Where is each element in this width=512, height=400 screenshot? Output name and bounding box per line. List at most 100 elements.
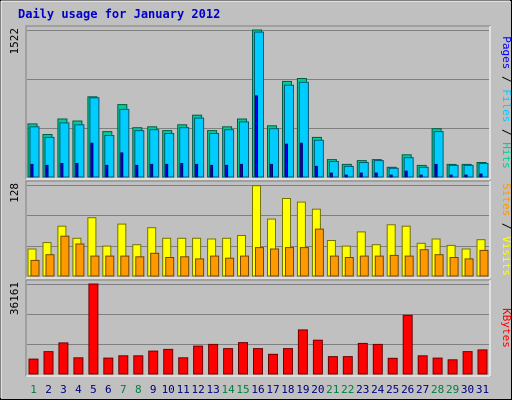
bar-visits-sites-day-22 (344, 257, 354, 277)
bar-hits-files-day-23 (358, 162, 369, 178)
bar-hits-files-day-20 (313, 139, 324, 178)
x-tick-label-day-29: 29 (446, 383, 459, 396)
bar-kbytes-kbytes-day-26 (402, 314, 413, 375)
bar-kbytes-kbytes-day-2 (43, 351, 54, 375)
bar-kbytes-kbytes-day-3 (58, 342, 69, 375)
bar-hits-files-day-27 (418, 166, 429, 178)
bar-visits-sites-day-20 (314, 228, 324, 277)
bar-kbytes-kbytes-day-10 (163, 348, 174, 375)
bar-kbytes-kbytes-day-21 (327, 356, 338, 375)
bar-kbytes-kbytes-day-17 (268, 353, 278, 375)
bar-hits-files-day-12 (194, 117, 205, 178)
bar-visits-sites-day-17 (270, 248, 279, 277)
x-tick-label-day-12: 12 (191, 383, 204, 396)
panel-hits-max-label: 1522 (8, 28, 21, 55)
bar-visits-sites-day-23 (359, 255, 369, 277)
bar-kbytes-kbytes-day-29 (447, 359, 458, 375)
bar-visits-sites-day-28 (434, 254, 444, 277)
bar-hits-pages-day-4 (75, 163, 79, 178)
bar-visits-sites-day-31 (479, 249, 489, 277)
x-tick-label-day-23: 23 (356, 383, 369, 396)
x-tick-label-day-3: 3 (60, 383, 67, 396)
legend-separator: / (500, 69, 512, 89)
bar-kbytes-kbytes-day-16 (253, 348, 263, 375)
bar-hits-files-day-5 (89, 97, 100, 178)
bar-visits-sites-day-14 (225, 257, 235, 277)
bar-hits-files-day-13 (209, 133, 220, 178)
bar-hits-files-day-28 (433, 131, 444, 178)
bar-hits-pages-day-23 (359, 172, 363, 178)
x-tick-label-day-5: 5 (90, 383, 97, 396)
panel-visits: 128 Sites / Visits (8, 180, 512, 279)
bar-kbytes-kbytes-day-20 (312, 339, 323, 375)
bar-kbytes-kbytes-day-4 (73, 357, 84, 375)
bar-hits-files-day-7 (119, 108, 130, 178)
bar-hits-pages-day-26 (404, 170, 408, 178)
bar-hits-pages-day-31 (479, 173, 483, 178)
bar-hits-files-day-2 (44, 136, 55, 178)
legend-visits: Visits (500, 236, 512, 276)
bar-hits-pages-day-6 (105, 164, 109, 178)
bar-hits-pages-day-16 (255, 95, 258, 178)
bar-hits-pages-day-17 (270, 163, 273, 178)
bar-visits-sites-day-26 (404, 255, 414, 277)
bar-kbytes-kbytes-day-24 (372, 343, 383, 375)
x-tick-label-day-17: 17 (266, 383, 279, 396)
x-tick-label-day-22: 22 (341, 383, 354, 396)
bar-hits-files-day-26 (403, 157, 414, 178)
bar-hits-pages-day-19 (299, 142, 303, 178)
legend-pages: Pages (500, 36, 512, 69)
bar-hits-files-day-9 (149, 129, 160, 178)
bar-hits-pages-day-27 (419, 174, 423, 178)
bar-visits-sites-day-30 (464, 258, 474, 277)
panel-kbytes: 36161 KBytes (8, 279, 512, 377)
bar-hits-files-day-1 (29, 126, 40, 178)
bar-visits-sites-day-2 (45, 254, 55, 277)
bar-kbytes-kbytes-day-12 (193, 345, 204, 375)
bar-hits-pages-day-11 (180, 163, 184, 178)
x-tick-label-day-18: 18 (281, 383, 294, 396)
panel-kbytes-legend: KBytes (500, 308, 512, 348)
bar-hits-files-day-19 (298, 81, 309, 178)
bar-visits-sites-day-13 (210, 255, 220, 277)
bar-visits-sites-day-12 (195, 258, 205, 277)
bar-visits-sites-day-4 (75, 243, 85, 277)
bar-hits-pages-day-8 (135, 164, 139, 178)
bar-visits-sites-day-25 (389, 254, 399, 277)
bar-visits-sites-day-18 (285, 247, 294, 277)
bar-kbytes-kbytes-day-9 (148, 350, 159, 375)
legend-separator: / (500, 122, 512, 142)
bar-hits-files-day-24 (373, 160, 384, 178)
x-tick-label-day-30: 30 (461, 383, 474, 396)
bar-hits-pages-day-20 (314, 165, 318, 178)
bar-kbytes-kbytes-day-25 (387, 357, 398, 375)
bar-hits-files-day-11 (179, 127, 190, 178)
bar-hits-pages-day-24 (374, 172, 378, 178)
legend-hits: Hits (500, 142, 512, 169)
chart-panels: 1522 Pages / Files / Hits 128 Sites / Visit… (8, 25, 512, 377)
bar-kbytes-kbytes-day-15 (238, 342, 248, 375)
bar-visits-sites-day-8 (135, 256, 145, 277)
bar-hits-pages-day-2 (45, 164, 49, 178)
legend-files: Files (500, 89, 512, 122)
panel-kbytes-max-label: 36161 (8, 282, 21, 315)
x-tick-label-day-7: 7 (120, 383, 127, 396)
x-tick-label-day-8: 8 (135, 383, 142, 396)
bar-visits-sites-day-9 (150, 252, 160, 277)
bar-kbytes-kbytes-day-27 (417, 355, 428, 375)
bar-kbytes-kbytes-day-19 (297, 329, 308, 375)
bar-hits-files-day-29 (448, 164, 459, 178)
x-tick-label-day-9: 9 (150, 383, 157, 396)
bar-visits-sites-day-11 (180, 256, 190, 277)
x-tick-label-day-27: 27 (416, 383, 429, 396)
bar-hits-pages-day-9 (150, 163, 154, 178)
bar-hits-files-day-10 (164, 133, 175, 178)
bar-kbytes-kbytes-day-22 (342, 356, 353, 375)
x-tick-label-day-15: 15 (236, 383, 249, 396)
x-tick-label-day-14: 14 (221, 383, 235, 396)
x-tick-label-day-26: 26 (401, 383, 414, 396)
bar-visits-sites-day-10 (165, 257, 175, 277)
bar-hits-files-day-18 (284, 84, 294, 178)
x-tick-label-day-20: 20 (311, 383, 324, 396)
bar-visits-sites-day-21 (329, 255, 339, 277)
